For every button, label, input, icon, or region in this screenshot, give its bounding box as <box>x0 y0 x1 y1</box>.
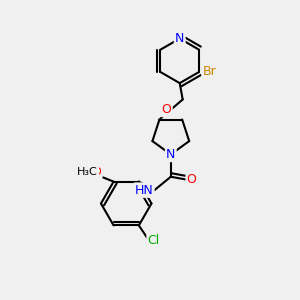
Text: HN: HN <box>135 184 153 196</box>
Text: O: O <box>162 103 172 116</box>
Text: O: O <box>93 167 102 177</box>
Text: Cl: Cl <box>148 234 160 247</box>
Text: H₃C: H₃C <box>77 167 98 177</box>
Text: O: O <box>187 173 196 186</box>
Text: Br: Br <box>202 65 216 79</box>
Text: N: N <box>175 32 184 45</box>
Text: N: N <box>166 148 176 161</box>
